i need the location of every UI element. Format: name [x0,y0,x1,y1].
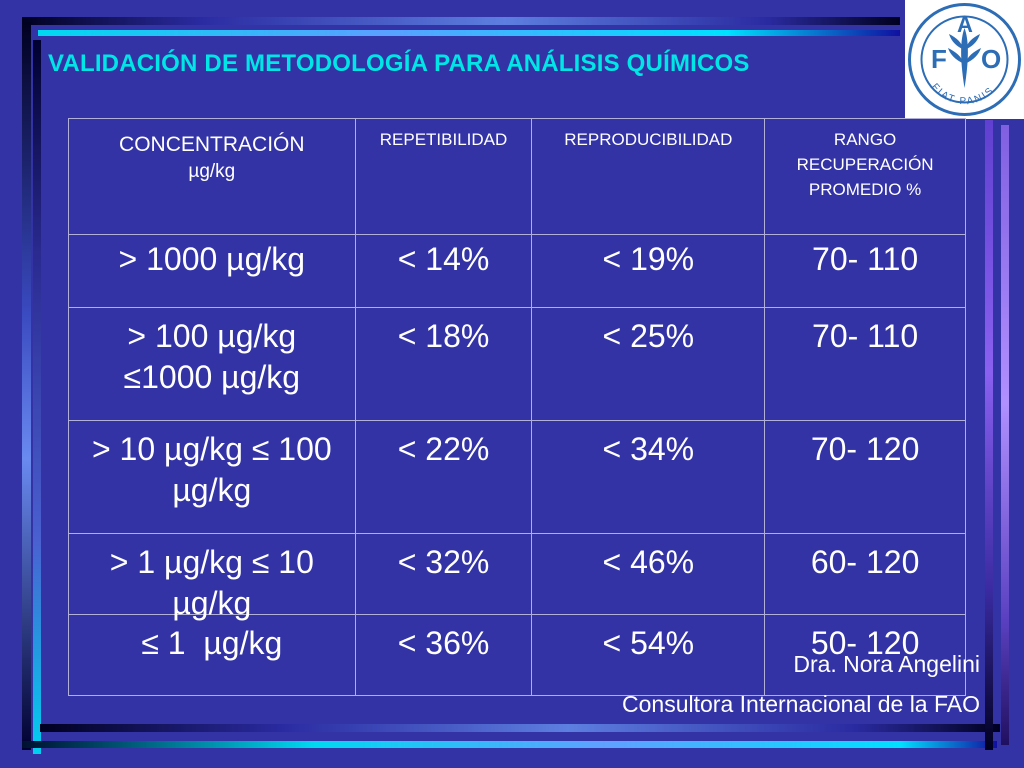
decorative-bar-top-accent [38,30,900,36]
header-label: CONCENTRACIÓN [119,133,305,156]
concentration-text: > 1000 µg/kg [118,241,306,277]
concentration-text: > 10 µg/kg ≤ 100 [91,431,332,467]
table-row: ≤ 1 µg/kg < 36% < 54% 50- 120 [68,614,966,696]
concentration-text: > 100 µg/kg [127,318,297,354]
cell-reproducibility: < 46% [531,533,766,615]
fao-logo: F A O FIAT PANIS [905,0,1024,119]
cell-range: 50- 120 [764,614,966,696]
concentration-text: µg/kg [172,585,252,621]
decorative-bar-bottom-accent [22,741,997,748]
cell-reproducibility: < 19% [531,234,766,308]
header-label: REPRODUCIBILIDAD [564,130,733,149]
cell-reproducibility: < 34% [531,420,766,534]
cell-concentration: > 1 µg/kg ≤ 10 µg/kg [68,533,356,621]
header-label: RANGO [833,130,897,149]
table-row: > 10 µg/kg ≤ 100 µg/kg < 22% < 34% 70- 1… [68,420,966,534]
concentration-text: ≤1000 µg/kg [123,359,301,395]
header-recovery-range: RANGO RECUPERACIÓN PROMEDIO % [764,118,966,235]
decorative-bar-right [985,120,993,750]
svg-text:A: A [957,12,973,37]
concentration-text: > 1 µg/kg ≤ 10 [109,544,314,580]
cell-reproducibility: < 54% [531,614,766,696]
cell-range: 70- 110 [764,234,966,308]
cell-concentration: > 10 µg/kg ≤ 100 µg/kg [68,420,356,534]
cell-concentration: ≤ 1 µg/kg [68,614,356,696]
svg-text:F: F [931,44,947,74]
cell-repeatability: < 22% [354,420,533,534]
header-reproducibility: REPRODUCIBILIDAD [531,118,766,235]
header-unit: µg/kg [188,161,236,182]
svg-text:O: O [981,44,1001,74]
table-header-row: CONCENTRACIÓN µg/kg REPETIBILIDAD REPROD… [68,118,966,235]
validation-table: CONCENTRACIÓN µg/kg REPETIBILIDAD REPROD… [68,118,966,696]
decorative-bar-bottom [40,724,1000,732]
decorative-bar-right-accent [1001,125,1009,745]
decorative-bar-left-accent [33,40,41,754]
header-label: REPETIBILIDAD [379,130,508,149]
header-label: RECUPERACIÓN [796,155,934,174]
svg-text:FIAT PANIS: FIAT PANIS [929,82,997,108]
decorative-bar-left [22,22,31,750]
footer-role: Consultora Internacional de la FAO [622,691,980,717]
fao-logo-icon: F A O FIAT PANIS [908,3,1021,116]
table-row: > 1000 µg/kg < 14% < 19% 70- 110 [68,234,966,308]
cell-range: 60- 120 [764,533,966,615]
header-concentration: CONCENTRACIÓN µg/kg [68,118,356,235]
slide-title: VALIDACIÓN DE METODOLOGÍA PARA ANÁLISIS … [48,50,750,77]
table-row: > 1 µg/kg ≤ 10 µg/kg < 32% < 46% 60- 120 [68,533,966,621]
cell-repeatability: < 36% [354,614,533,696]
cell-repeatability: < 14% [354,234,533,308]
footer-author: Dra. Nora Angelini [793,651,980,677]
cell-range: 70- 120 [764,420,966,534]
decorative-bar-top [22,17,900,25]
table-row: > 100 µg/kg ≤1000 µg/kg < 18% < 25% 70- … [68,307,966,421]
cell-reproducibility: < 25% [531,307,766,421]
cell-range: 70- 110 [764,307,966,421]
cell-repeatability: < 32% [354,533,533,615]
cell-concentration: > 100 µg/kg ≤1000 µg/kg [68,307,356,421]
header-repeatability: REPETIBILIDAD [354,118,533,235]
concentration-text: ≤ 1 µg/kg [141,625,283,661]
cell-concentration: > 1000 µg/kg [68,234,356,308]
header-label: PROMEDIO % [808,180,922,199]
concentration-text: µg/kg [172,472,252,508]
cell-repeatability: < 18% [354,307,533,421]
